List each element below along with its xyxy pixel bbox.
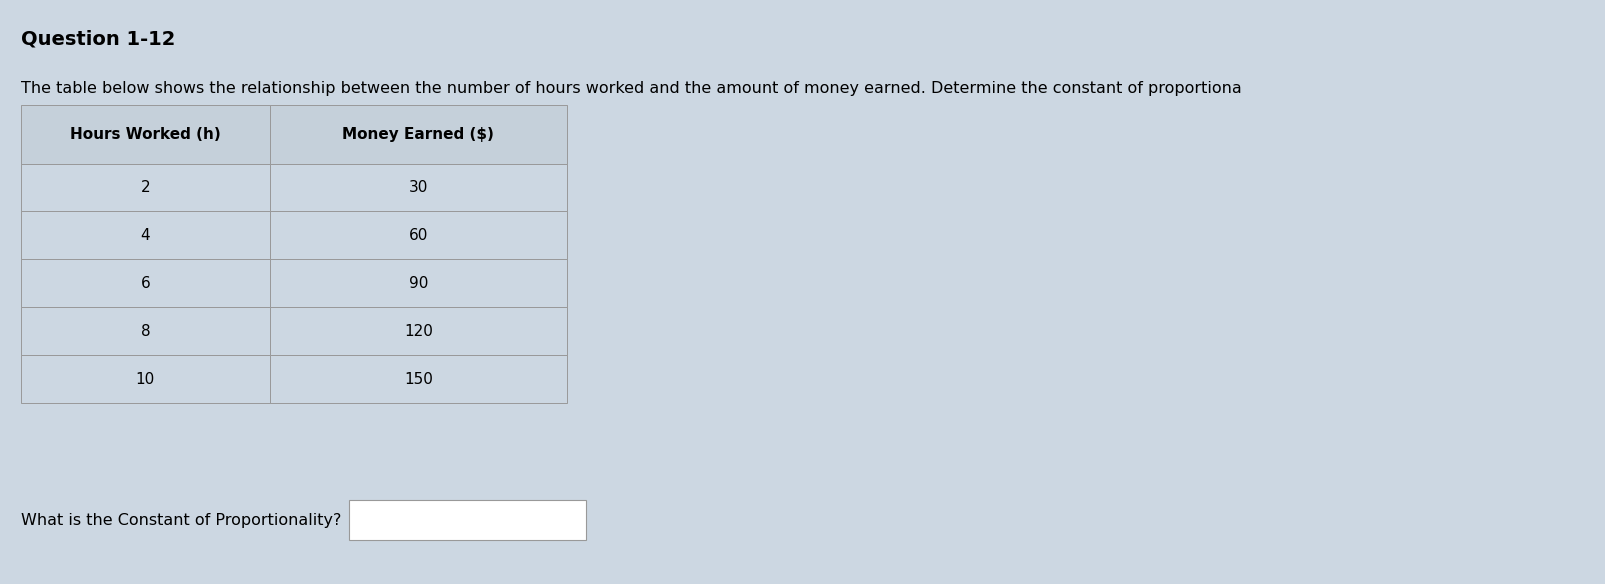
Bar (21, 211, 270, 259)
Bar (21, 355, 270, 403)
Bar (348, 500, 586, 540)
Bar (270, 105, 567, 164)
Text: 10: 10 (136, 371, 154, 387)
Bar (270, 211, 567, 259)
Bar (270, 259, 567, 307)
Text: 30: 30 (408, 180, 429, 195)
Text: 8: 8 (141, 324, 149, 339)
Text: The table below shows the relationship between the number of hours worked and th: The table below shows the relationship b… (21, 81, 1241, 96)
Bar (21, 259, 270, 307)
Text: 60: 60 (408, 228, 429, 243)
Bar (21, 164, 270, 211)
Bar (270, 355, 567, 403)
Bar (21, 307, 270, 355)
Text: 90: 90 (408, 276, 429, 291)
Text: 2: 2 (141, 180, 149, 195)
Text: 150: 150 (404, 371, 432, 387)
Bar (21, 105, 270, 164)
Text: Money Earned ($): Money Earned ($) (342, 127, 494, 142)
Bar (270, 164, 567, 211)
Text: 6: 6 (140, 276, 151, 291)
Text: 120: 120 (404, 324, 432, 339)
Text: What is the Constant of Proportionality?: What is the Constant of Proportionality? (21, 513, 340, 529)
Text: Question 1-12: Question 1-12 (21, 29, 175, 48)
Text: 4: 4 (141, 228, 149, 243)
Text: Hours Worked (h): Hours Worked (h) (71, 127, 220, 142)
Bar (270, 307, 567, 355)
